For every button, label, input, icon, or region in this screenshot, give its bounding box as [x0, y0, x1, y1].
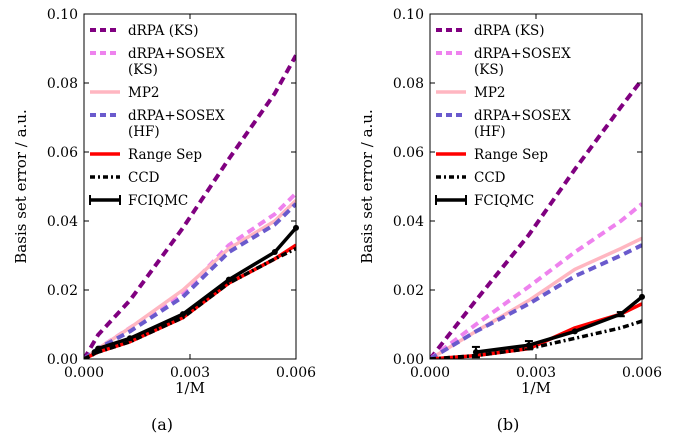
x-tick-label: 0.003	[516, 365, 556, 381]
legend-label: CCD	[474, 170, 506, 186]
y-tick-label: 0.06	[393, 145, 424, 161]
legend-label: FCIQMC	[128, 193, 188, 209]
series-line-fciqmc	[93, 226, 296, 354]
plot-area	[430, 78, 642, 359]
y-axis-label: Basis set error / a.u.	[12, 109, 30, 263]
y-tick-label: 0.00	[47, 352, 78, 368]
y-axis-label: Basis set error / a.u.	[358, 109, 376, 263]
data-point	[472, 349, 479, 356]
legend-label: FCIQMC	[474, 193, 534, 209]
y-tick-label: 0.04	[47, 214, 78, 230]
series-line-drpa-sosex-hf	[430, 243, 642, 359]
legend-label: dRPA (KS)	[128, 23, 199, 39]
plot-area	[84, 54, 296, 359]
x-tick-label: 0.006	[622, 365, 662, 381]
series-line-drpa-sosex-ks	[430, 202, 642, 359]
y-tick-label: 0.04	[393, 214, 424, 230]
y-tick-label: 0.08	[47, 76, 78, 92]
axes-frame	[429, 13, 643, 360]
y-tick-label: 0.10	[393, 7, 424, 23]
legend-label: dRPA+SOSEX (KS)	[128, 46, 225, 78]
y-tick-label: 0.02	[47, 283, 78, 299]
series-line-mp2	[84, 199, 296, 359]
legend-label: dRPA+SOSEX (HF)	[474, 108, 571, 140]
data-point	[525, 342, 532, 349]
data-point	[179, 311, 186, 318]
data-point	[571, 328, 578, 335]
data-point	[617, 311, 624, 318]
x-axis-label: 1/M	[521, 379, 551, 397]
x-tick-label: 0.006	[276, 365, 316, 381]
chart-panel-a: 0.00 0.02 0.04 0.06 0.08 0.10 0.000 0.003 0.006 1…	[12, 7, 316, 434]
legend-label: Range Sep	[474, 147, 548, 163]
x-tick-label: 0.000	[410, 365, 450, 381]
series-line-ccd	[84, 247, 296, 359]
series-line-drpa-ks	[84, 54, 296, 359]
legend-label: dRPA+SOSEX (HF)	[128, 108, 225, 140]
legend: dRPA (KS) dRPA+SOSEX (KS) MP2 dRPA+SOSEX (HF)…	[89, 23, 225, 209]
legend-label: dRPA+SOSEX (KS)	[474, 46, 571, 78]
series-line-ccd	[430, 319, 642, 359]
y-tick-label: 0.02	[393, 283, 424, 299]
data-point	[225, 276, 232, 283]
data-point	[126, 335, 133, 342]
y-tick-label: 0.08	[393, 76, 424, 92]
legend-label: MP2	[474, 85, 506, 101]
series-line-fciqmc	[475, 295, 642, 354]
chart-panel-b: 0.00 0.02 0.04 0.06 0.08 0.10 0.000 0.003 0.006 1…	[358, 7, 662, 434]
panel-label: (a)	[151, 415, 173, 434]
y-tick-label: 0.06	[47, 145, 78, 161]
legend-label: MP2	[128, 85, 160, 101]
y-tick-label: 0.00	[393, 352, 424, 368]
x-tick-label: 0.000	[64, 365, 104, 381]
data-point	[95, 345, 102, 352]
x-tick-label: 0.003	[170, 365, 210, 381]
series-line-drpa-ks	[430, 78, 642, 359]
panel-label: (b)	[497, 415, 520, 434]
legend-label: dRPA (KS)	[474, 23, 545, 39]
y-tick-label: 0.10	[47, 7, 78, 23]
legend-label: CCD	[128, 170, 160, 186]
legend: dRPA (KS) dRPA+SOSEX (KS) MP2 dRPA+SOSEX (HF)…	[435, 23, 571, 209]
x-axis-label: 1/M	[175, 379, 205, 397]
data-point	[271, 249, 278, 256]
legend-label: Range Sep	[128, 147, 202, 163]
